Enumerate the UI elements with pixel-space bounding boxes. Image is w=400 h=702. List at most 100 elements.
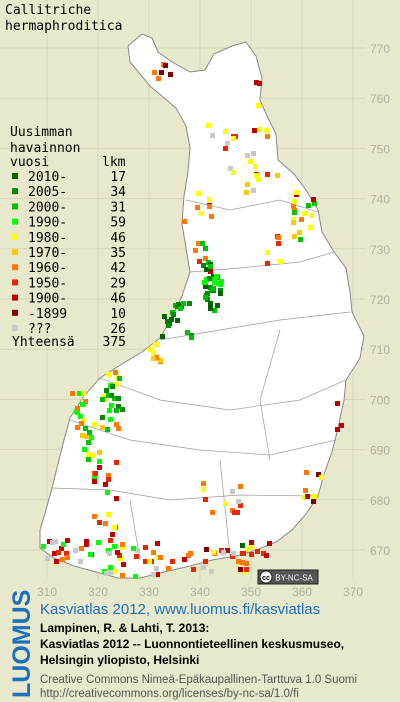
legend-label: 2000- [28,200,67,215]
observation-square [82,447,87,452]
observation-square [107,551,112,556]
license-badge: cc BY-NC-SA [257,569,319,585]
observation-square [256,177,261,182]
observation-square [92,514,97,519]
legend-swatch [12,203,18,210]
observation-square [92,422,97,427]
observation-square [225,141,230,146]
observation-square [201,481,206,486]
observation-square [264,553,269,558]
observation-square [105,427,110,432]
observation-square [109,403,114,408]
observation-square [149,347,154,352]
observation-square [253,164,258,169]
observation-square [100,415,105,420]
legend-label: -1899 [28,307,67,322]
observation-square [232,510,237,515]
observation-square [116,396,121,401]
observation-square [261,551,266,556]
legend-count: 46 [110,231,126,246]
observation-square [275,173,280,178]
observation-square [211,274,216,279]
observation-square [114,382,119,387]
observation-square [223,146,228,151]
observation-square [175,318,180,323]
legend-label: ??? [28,322,51,337]
observation-square [170,559,175,564]
legend-header: havainnon [10,141,80,156]
observation-square [84,434,89,439]
legend-swatch [12,218,18,225]
observation-square [209,569,214,574]
observation-square [214,274,219,279]
observation-square [75,406,80,411]
x-grid-label: 350 [241,585,261,599]
observation-square [79,421,84,426]
observation-square [109,393,114,398]
observation-square [231,136,236,141]
observation-square [45,556,50,561]
observation-square [154,355,159,360]
observation-square [168,72,173,77]
observation-square [251,151,256,156]
observation-square [151,350,156,355]
observation-square [117,376,122,381]
observation-square [212,277,217,282]
x-grid-label: 320 [88,585,108,599]
legend-column: lkm [102,155,126,170]
y-grid-label: 700 [370,393,390,407]
legend-label: 1990- [28,216,67,231]
observation-square [162,314,167,319]
observation-square [249,552,254,557]
observation-square [120,407,125,412]
license-line[interactable]: http://creativecommons.org/licenses/by-n… [40,688,299,700]
citation-link[interactable]: Kasviatlas 2012, www.luomus.fi/kasviatla… [40,601,320,618]
legend-swatch [12,309,18,316]
observation-square [118,556,123,561]
x-grid-label: 340 [190,585,210,599]
observation-square [83,426,88,431]
observation-square [81,418,86,423]
observation-square [254,80,259,85]
observation-square [276,235,281,240]
observation-square [61,542,66,547]
observation-square [158,555,163,560]
observation-square [203,256,208,261]
observation-square [201,487,206,492]
observation-square [241,551,246,556]
observation-square [65,555,70,560]
observation-square [156,76,161,81]
observation-square [244,561,249,566]
observation-square [159,70,164,75]
observation-square [304,470,309,475]
observation-square [169,317,174,322]
observation-square [178,303,183,308]
citation-line: Helsingin yliopisto, Helsinki [40,653,199,667]
observation-square [335,401,340,406]
legend-swatch [12,188,18,195]
legend-count: 26 [110,322,126,337]
observation-square [84,539,89,544]
observation-square [308,225,313,230]
observation-square [319,475,324,480]
observation-square [208,301,213,306]
x-grid-label: 360 [292,585,312,599]
observation-square [240,543,245,548]
observation-square [117,553,122,558]
observation-square [151,356,156,361]
observation-square [131,546,136,551]
observation-square [230,554,235,559]
observation-square [204,547,209,552]
observation-square [292,234,297,239]
observation-square [105,490,110,495]
observation-square [166,566,171,571]
observation-square [106,372,111,377]
observation-square [50,540,55,545]
observation-square [203,284,208,289]
observation-square [249,545,254,550]
observation-square [185,330,190,335]
observation-square [158,358,163,363]
observation-square [195,205,200,210]
legend-swatch [12,325,18,331]
observation-square [267,541,272,546]
